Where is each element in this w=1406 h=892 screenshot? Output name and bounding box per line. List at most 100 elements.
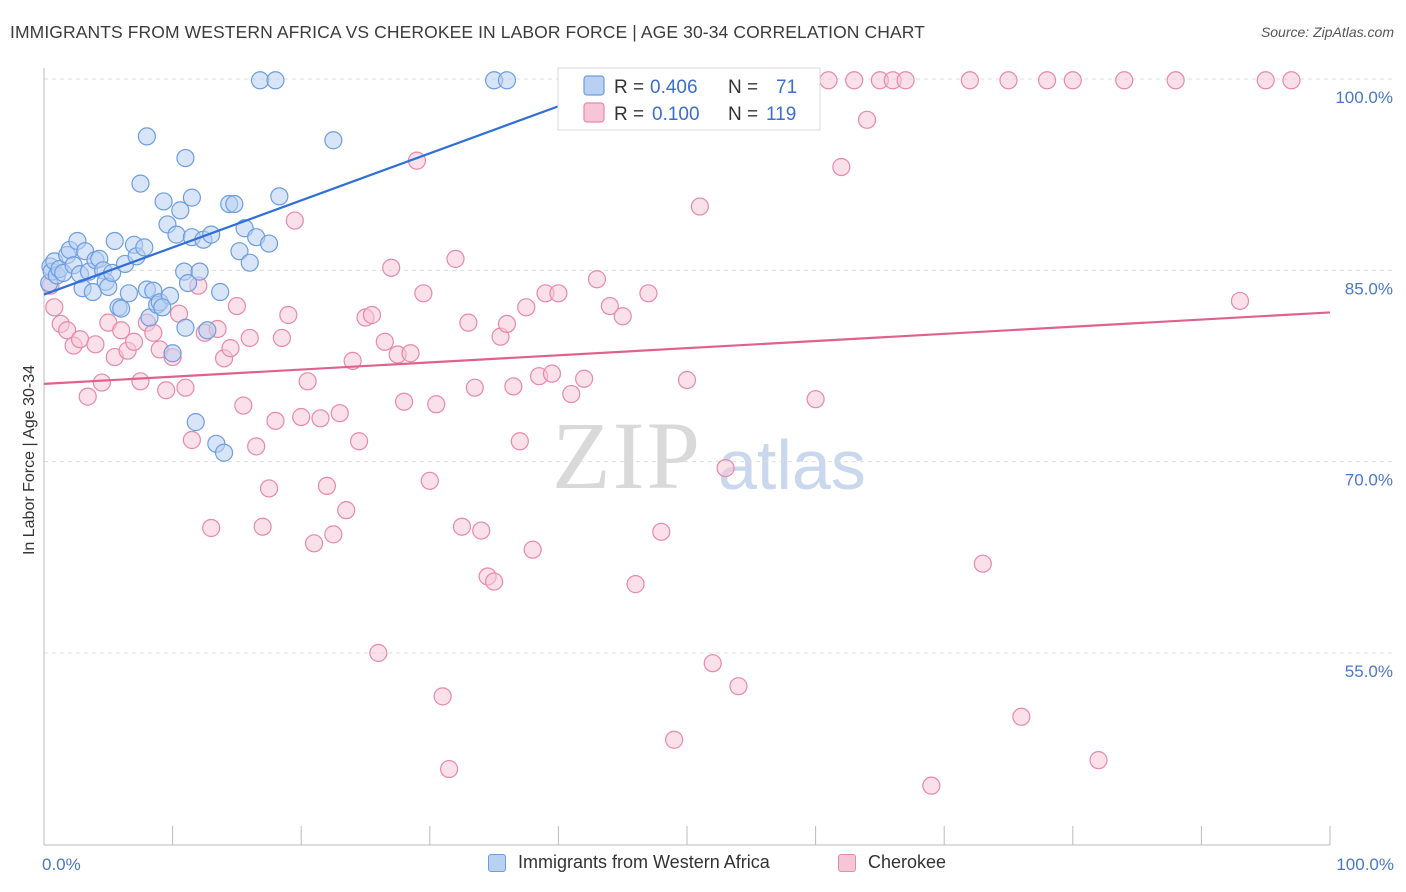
point-cherokee-36 <box>272 328 292 348</box>
point-immigrants-45 <box>186 413 205 432</box>
point-cherokee-48 <box>349 432 369 451</box>
watermark-atlas: atlas <box>718 426 866 504</box>
point-cherokee-38 <box>285 211 304 230</box>
point-cherokee-55 <box>394 392 414 411</box>
point-cherokee-64 <box>452 517 472 536</box>
legend-r-label-immigrants: R = <box>614 77 644 98</box>
point-cherokee-106 <box>922 776 941 795</box>
series-immigrants-western-africa <box>40 71 517 462</box>
bottom-legend: Immigrants from Western Africa Cherokee <box>0 852 1406 878</box>
point-cherokee-102 <box>857 110 877 129</box>
legend-r-value-immigrants: 0.406 <box>650 77 698 98</box>
point-cherokee-85 <box>626 575 645 594</box>
point-cherokee-105 <box>896 71 915 90</box>
point-cherokee-8 <box>92 373 111 392</box>
point-immigrants-61 <box>182 188 201 207</box>
point-cherokee-84 <box>613 307 632 326</box>
point-cherokee-5 <box>70 330 90 349</box>
point-cherokee-21 <box>176 378 195 397</box>
series-cherokee <box>41 71 1301 795</box>
point-immigrants-63 <box>270 187 289 206</box>
legend-r-value-cherokee: 0.100 <box>652 104 700 125</box>
point-cherokee-80 <box>562 384 581 404</box>
chart-title: IMMIGRANTS FROM WESTERN AFRICA VS CHEROK… <box>10 22 925 42</box>
point-cherokee-62 <box>439 759 459 779</box>
point-cherokee-114 <box>1115 71 1134 90</box>
legend-n-label-immigrants: N = <box>728 77 758 98</box>
point-cherokee-25 <box>202 518 221 538</box>
point-cherokee-111 <box>1037 71 1057 90</box>
y-tick-label-70: 70.0% <box>1345 471 1393 490</box>
point-cherokee-51 <box>369 643 388 663</box>
point-cherokee-56 <box>401 344 420 363</box>
point-cherokee-18 <box>157 381 176 400</box>
point-immigrants-40 <box>167 225 186 244</box>
point-cherokee-61 <box>433 687 452 706</box>
point-immigrants-70 <box>266 71 285 90</box>
point-cherokee-46 <box>337 501 356 520</box>
point-immigrants-62 <box>250 71 270 90</box>
point-cherokee-29 <box>227 296 246 316</box>
point-immigrants-55 <box>230 242 249 261</box>
point-immigrants-65 <box>324 131 343 150</box>
point-cherokee-40 <box>298 372 317 391</box>
trend-line-immigrants <box>43 95 585 296</box>
chart-source: Source: ZipAtlas.com <box>1260 24 1394 40</box>
point-cherokee-39 <box>292 407 311 427</box>
point-cherokee-69 <box>485 572 504 591</box>
bottom-legend-swatch-immigrants <box>488 853 506 872</box>
point-cherokee-32 <box>247 437 266 456</box>
point-immigrants-57 <box>240 253 259 272</box>
point-cherokee-16 <box>144 323 163 342</box>
point-cherokee-30 <box>234 396 253 415</box>
point-immigrants-39 <box>163 344 182 363</box>
point-cherokee-66 <box>465 378 484 397</box>
point-cherokee-88 <box>665 730 684 749</box>
point-cherokee-53 <box>382 258 401 277</box>
point-cherokee-81 <box>575 369 594 388</box>
point-immigrants-41 <box>171 201 190 220</box>
tick-labels: 55.0% 70.0% 85.0% 100.0% 0.0% 100.0% <box>42 88 1394 874</box>
point-immigrants-59 <box>176 148 195 168</box>
point-cherokee-110 <box>1012 707 1031 726</box>
point-cherokee-67 <box>472 521 491 540</box>
point-cherokee-7 <box>86 335 105 354</box>
point-cherokee-116 <box>1230 291 1250 311</box>
axes <box>43 68 1331 846</box>
trend-line-cherokee <box>43 311 1331 385</box>
bottom-legend-label-cherokee: Cherokee <box>868 852 947 872</box>
trend-lines <box>43 95 1331 385</box>
point-immigrants-46 <box>190 262 209 281</box>
point-cherokee-109 <box>999 71 1018 90</box>
point-cherokee-41 <box>304 534 324 553</box>
legend-r-label-cherokee: R = <box>614 104 644 125</box>
point-immigrants-43 <box>178 273 198 293</box>
point-immigrants-36 <box>154 192 173 211</box>
point-immigrants-22 <box>105 231 124 251</box>
bottom-legend-item-cherokee: Cherokee <box>838 852 946 873</box>
point-cherokee-91 <box>703 654 722 673</box>
point-cherokee-79 <box>549 284 568 303</box>
point-cherokee-86 <box>639 284 658 303</box>
point-immigrants-49 <box>202 225 221 244</box>
point-cherokee-44 <box>324 525 343 544</box>
point-cherokee-74 <box>517 298 536 317</box>
point-cherokee-31 <box>240 328 259 348</box>
bottom-legend-item-immigrants: Immigrants from Western Africa <box>488 852 770 873</box>
point-cherokee-14 <box>131 372 150 391</box>
point-cherokee-115 <box>1166 71 1185 90</box>
x-tick-label-end: 100.0% <box>1336 855 1394 874</box>
point-cherokee-60 <box>427 395 446 414</box>
point-cherokee-78 <box>542 364 562 383</box>
point-immigrants-26 <box>119 284 138 303</box>
point-immigrants-29 <box>131 174 150 193</box>
point-cherokee-45 <box>330 404 349 423</box>
point-cherokee-72 <box>504 377 523 396</box>
point-cherokee-50 <box>362 305 382 325</box>
point-immigrants-24 <box>112 299 131 318</box>
point-cherokee-34 <box>259 479 279 498</box>
point-cherokee-47 <box>343 351 362 370</box>
point-cherokee-65 <box>459 313 478 332</box>
point-cherokee-63 <box>446 249 465 268</box>
point-cherokee-52 <box>375 332 394 351</box>
